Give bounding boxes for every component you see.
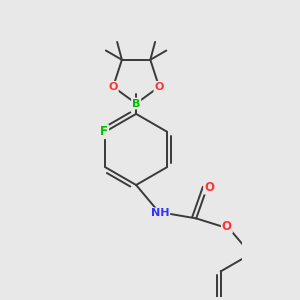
Text: F: F: [100, 125, 108, 138]
Text: O: O: [204, 181, 214, 194]
Text: O: O: [108, 82, 118, 92]
Text: NH: NH: [151, 208, 169, 218]
Text: O: O: [222, 220, 232, 233]
Text: B: B: [132, 98, 140, 109]
Text: O: O: [154, 82, 164, 92]
